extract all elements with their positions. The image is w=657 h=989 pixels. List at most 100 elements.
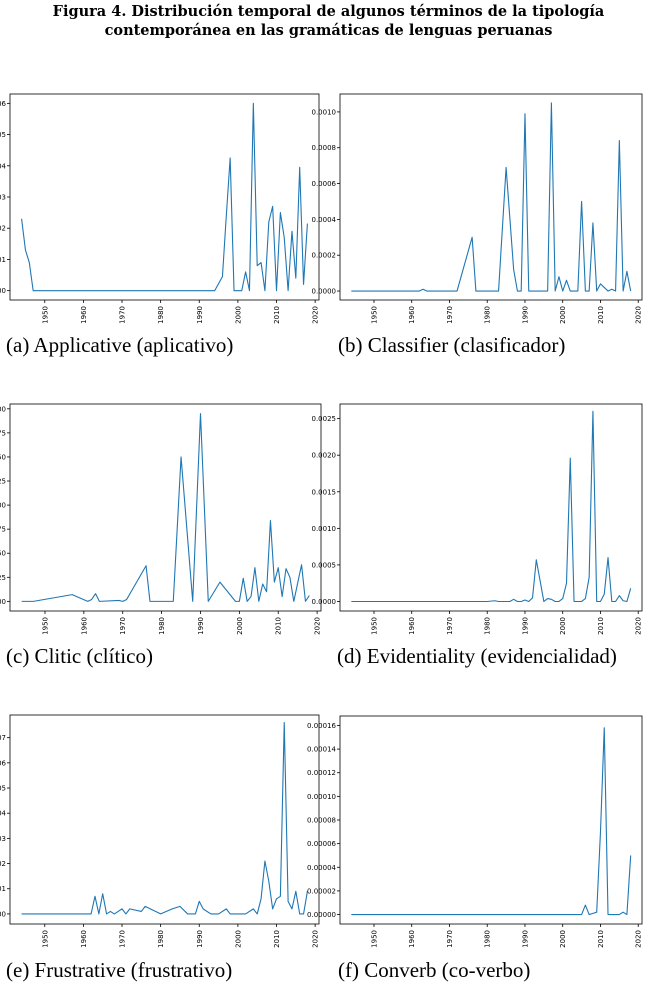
x-tick-label: 2000 bbox=[559, 617, 567, 635]
x-tick-label: 2020 bbox=[635, 930, 643, 948]
series-line bbox=[21, 413, 310, 602]
chart-converb: 0.00000 0.00002 0.00004 0.00006 0.00008 0.000… bbox=[307, 715, 643, 948]
x-tick-label: 1970 bbox=[446, 617, 454, 635]
x-tick-label: 1950 bbox=[370, 617, 378, 635]
series-line bbox=[21, 102, 308, 292]
series-line bbox=[351, 727, 632, 916]
caption-applicative: (a) Applicative (aplicativo) bbox=[6, 333, 234, 357]
x-tick-label: 1980 bbox=[484, 617, 492, 635]
x-tick-label: 1950 bbox=[370, 306, 378, 324]
figure-title-line-2: contemporánea en las gramáticas de lengu… bbox=[104, 22, 553, 39]
y-tick-label: .00006 bbox=[0, 759, 7, 767]
caption-converb: (f) Converb (co-verbo) bbox=[338, 958, 531, 982]
y-tick-label: 0.00012 bbox=[307, 769, 336, 777]
x-tick-label: 2010 bbox=[597, 617, 605, 635]
y-tick-label: 0.0000 bbox=[312, 288, 337, 296]
x-tick-label: 2010 bbox=[597, 306, 605, 324]
x-tick-label: 2010 bbox=[597, 930, 605, 948]
y-tick-label: .00003 bbox=[0, 194, 6, 202]
y-tick-label: .00005 bbox=[0, 785, 6, 793]
plot-frame bbox=[339, 403, 643, 612]
y-tick-label: .00001 bbox=[0, 256, 6, 264]
y-tick-label: 0.0000 bbox=[312, 598, 337, 606]
y-tick-label: 0.0006 bbox=[312, 180, 337, 188]
y-tick-label: .00002 bbox=[0, 225, 6, 233]
x-tick-label: 1980 bbox=[158, 617, 166, 635]
x-tick-label: 1970 bbox=[446, 930, 454, 948]
plot-frame bbox=[9, 93, 320, 301]
figure-title-line-1: Figura 4. Distribución temporal de algun… bbox=[52, 3, 605, 20]
x-tick-label: 1980 bbox=[484, 930, 492, 948]
y-tick-label: .00003 bbox=[0, 835, 6, 843]
x-tick-label: 1970 bbox=[119, 617, 127, 635]
y-tick-label: .00002 bbox=[0, 860, 6, 868]
x-tick-label: 2020 bbox=[314, 617, 322, 635]
y-tick-label: .00004 bbox=[0, 810, 7, 818]
plot-frame bbox=[339, 93, 643, 301]
y-tick-label: 0.0002 bbox=[312, 252, 337, 260]
x-tick-label: 1990 bbox=[196, 930, 204, 948]
x-tick-label: 1960 bbox=[80, 306, 88, 324]
y-tick-label: 0.00075 bbox=[0, 526, 6, 534]
caption-frustrative: (e) Frustrative (frustrativo) bbox=[6, 958, 233, 982]
x-tick-label: 2020 bbox=[312, 930, 320, 948]
y-tick-label: 0.0020 bbox=[312, 452, 337, 460]
series-line bbox=[21, 722, 308, 915]
y-tick-label: 0.0010 bbox=[312, 108, 337, 116]
y-tick-label: 0.00008 bbox=[307, 817, 336, 825]
x-tick-label: 1950 bbox=[41, 930, 49, 948]
panel-converb: 0.00000 0.00002 0.00004 0.00006 0.00008 0.000… bbox=[307, 710, 657, 989]
panel-frustrative: .00000 .00001 .00002 .00003 .00004 .00005 .000… bbox=[0, 710, 328, 989]
chart-applicative: .00000 .00001 .00002 .00003 .00004 .00005 .000… bbox=[0, 93, 320, 324]
y-tick-label: 0.00010 bbox=[307, 793, 336, 801]
x-tick-label: 1950 bbox=[41, 306, 49, 324]
y-tick-label: 0.0004 bbox=[312, 216, 337, 224]
y-tick-label: 0.0005 bbox=[312, 561, 337, 569]
x-tick-label: 2020 bbox=[635, 306, 643, 324]
x-tick-label: 2010 bbox=[273, 930, 281, 948]
x-tick-label: 2000 bbox=[234, 930, 242, 948]
y-tick-label: .00004 bbox=[0, 162, 7, 170]
y-tick-label: 0.00006 bbox=[307, 840, 336, 848]
x-tick-label: 1990 bbox=[521, 930, 529, 948]
caption-evidentiality: (d) Evidentiality (evidencialidad) bbox=[337, 644, 617, 668]
x-tick-label: 1990 bbox=[521, 306, 529, 324]
y-tick-label: 0.00004 bbox=[307, 864, 336, 872]
x-tick-label: 1980 bbox=[157, 930, 165, 948]
series-line bbox=[351, 410, 632, 603]
y-tick-label: 0.00002 bbox=[307, 887, 336, 895]
y-tick-label: 0.00000 bbox=[0, 598, 6, 606]
x-tick-label: 2000 bbox=[234, 306, 242, 324]
panel-evidentiality: 0.0000 0.0005 0.0010 0.0015 0.0020 0.0025 1950… bbox=[312, 398, 657, 678]
panel-classifier: 0.0000 0.0002 0.0004 0.0006 0.0008 0.0010 1950… bbox=[312, 88, 657, 368]
y-tick-label: 0.00014 bbox=[307, 746, 336, 754]
x-tick-label: 2010 bbox=[275, 617, 283, 635]
x-tick-label: 1960 bbox=[408, 306, 416, 324]
x-tick-label: 1970 bbox=[119, 930, 127, 948]
y-tick-label: .00001 bbox=[0, 885, 6, 893]
x-tick-label: 1950 bbox=[370, 930, 378, 948]
x-tick-label: 1990 bbox=[196, 306, 204, 324]
x-tick-label: 1990 bbox=[197, 617, 205, 635]
y-tick-label: 0.0008 bbox=[312, 144, 337, 152]
chart-frustrative: .00000 .00001 .00002 .00003 .00004 .00005 .000… bbox=[0, 714, 320, 948]
x-tick-label: 2000 bbox=[559, 930, 567, 948]
x-tick-label: 1980 bbox=[484, 306, 492, 324]
panel-applicative: .00000 .00001 .00002 .00003 .00004 .00005 .000… bbox=[0, 88, 328, 368]
x-tick-label: 1960 bbox=[408, 617, 416, 635]
y-tick-label: 0.0010 bbox=[312, 525, 337, 533]
x-tick-label: 1960 bbox=[80, 930, 88, 948]
plot-frame bbox=[339, 715, 643, 925]
caption-classifier: (b) Classifier (clasificador) bbox=[338, 333, 566, 357]
x-tick-label: 2020 bbox=[312, 306, 320, 324]
y-tick-label: 0.00175 bbox=[0, 429, 6, 437]
y-tick-label: .00000 bbox=[0, 910, 6, 918]
y-tick-label: .00000 bbox=[0, 287, 6, 295]
x-tick-label: 1990 bbox=[521, 617, 529, 635]
plot-frame bbox=[9, 403, 322, 612]
